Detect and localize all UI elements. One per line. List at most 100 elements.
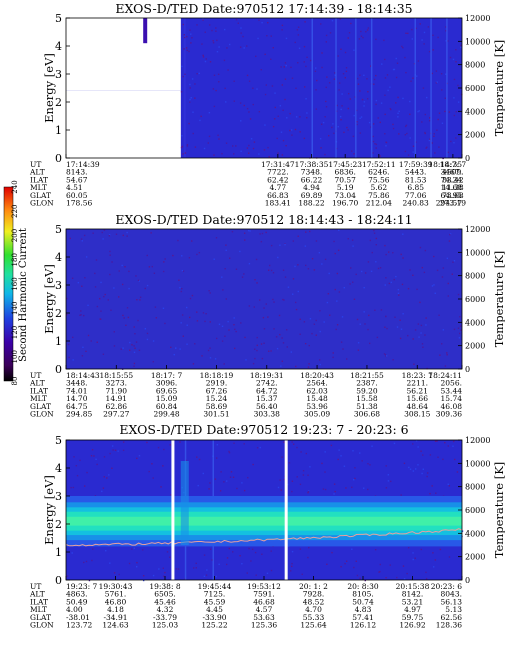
table-cell: 299.48 bbox=[153, 410, 179, 419]
table-cell: 53.21 bbox=[402, 597, 423, 606]
table-cell: 4.32 bbox=[157, 605, 174, 614]
colorbar-tick-label: 220 bbox=[11, 205, 19, 218]
table-cell: 6505. bbox=[154, 590, 175, 599]
x-tick-label: 18:14:35 bbox=[428, 160, 462, 169]
table-cell: 75.86 bbox=[368, 191, 390, 200]
data-start-edge bbox=[183, 18, 186, 158]
table-cell: 240.83 bbox=[403, 199, 429, 208]
x-tick-label: 18:21:55 bbox=[350, 371, 384, 380]
table-cell: -33.90 bbox=[202, 613, 226, 622]
colorbar-tick-label: 120 bbox=[11, 326, 19, 339]
table-cell: 64.95 bbox=[441, 191, 463, 200]
y2-tick-label: 12000 bbox=[465, 225, 490, 234]
table-row-label: GLON bbox=[30, 410, 54, 419]
table-cell: 15.58 bbox=[356, 394, 378, 403]
x-tick-label: 18:15:55 bbox=[99, 371, 133, 380]
table-row-label: MLT bbox=[30, 183, 47, 192]
x-tick-label: 18:7: 7 bbox=[440, 160, 467, 169]
table-cell: 2387. bbox=[356, 379, 377, 388]
x-tick-label: 19:23: 7 bbox=[66, 582, 98, 591]
y-tick-label: 2 bbox=[55, 518, 62, 531]
x-tick-label: 18:24:11 bbox=[428, 371, 462, 380]
y2-tick-label: 0 bbox=[465, 576, 470, 585]
table-row-label: ALT bbox=[29, 379, 45, 388]
table-cell: 14.68 bbox=[441, 183, 463, 192]
table-cell: 4.70 bbox=[305, 605, 322, 614]
table-cell: 71.90 bbox=[106, 386, 128, 395]
y-tick-label: 0 bbox=[55, 152, 62, 165]
table-cell: 56.13 bbox=[441, 597, 463, 606]
y2-tick-label: 6000 bbox=[465, 295, 485, 304]
table-cell: 2742. bbox=[256, 379, 277, 388]
x-tick-label: 17:38:35 bbox=[295, 160, 329, 169]
y-tick-label: 2 bbox=[55, 307, 62, 320]
x-tick-label: 18:20:43 bbox=[300, 371, 334, 380]
y2-axis-label: Temperature [K] bbox=[492, 251, 505, 348]
table-cell: 125.64 bbox=[300, 621, 326, 630]
y2-tick-label: 8000 bbox=[465, 61, 485, 70]
table-cell: 4.00 bbox=[66, 605, 83, 614]
table-cell: 4.77 bbox=[270, 183, 287, 192]
spectrogram-area bbox=[66, 229, 462, 369]
table-row-label: ALT bbox=[29, 168, 45, 177]
table-cell: 66.22 bbox=[301, 175, 323, 184]
table-cell: 5.19 bbox=[337, 183, 354, 192]
table-row-label: ILAT bbox=[30, 597, 48, 606]
table-cell: 53.44 bbox=[441, 386, 463, 395]
table-cell: 54.67 bbox=[66, 175, 88, 184]
table-cell: 124.63 bbox=[102, 621, 128, 630]
table-cell: 294.85 bbox=[66, 410, 92, 419]
y2-axis-label: Temperature [K] bbox=[492, 40, 505, 137]
x-tick-label: 18:14:43 bbox=[66, 371, 100, 380]
y2-tick-label: 0 bbox=[465, 154, 470, 163]
table-cell: 56.21 bbox=[407, 386, 428, 395]
y-tick-label: 2 bbox=[55, 96, 62, 109]
table-cell: 75.56 bbox=[368, 175, 390, 184]
y-tick-label: 3 bbox=[55, 68, 62, 81]
y2-tick-label: 8000 bbox=[465, 483, 485, 492]
table-cell: 62.42 bbox=[267, 175, 289, 184]
table-cell: 128.36 bbox=[436, 621, 462, 630]
panel-title: EXOS-D/TED Date:970512 17:14:39 - 18:14:… bbox=[115, 1, 412, 16]
vertical-streak bbox=[355, 18, 357, 158]
y-axis-label: Energy [eV] bbox=[42, 475, 56, 545]
colorbar-tick-label: 80 bbox=[11, 377, 19, 386]
y2-tick-label: 4000 bbox=[465, 107, 485, 116]
table-cell: 301.51 bbox=[203, 410, 229, 419]
y-tick-label: 5 bbox=[55, 434, 62, 447]
table-cell: 64.72 bbox=[256, 386, 278, 395]
colorbar-tick-label: 100 bbox=[11, 350, 19, 363]
table-row-label: UT bbox=[30, 582, 41, 591]
table-cell: 48.52 bbox=[303, 597, 325, 606]
y2-tick-label: 8000 bbox=[465, 272, 485, 281]
table-cell: 212.04 bbox=[366, 199, 392, 208]
table-cell: 51.38 bbox=[356, 402, 378, 411]
table-cell: 14.70 bbox=[66, 394, 88, 403]
table-cell: 7722. bbox=[267, 168, 288, 177]
table-row-label: ILAT bbox=[30, 386, 48, 395]
table-cell: 309.36 bbox=[436, 410, 462, 419]
panel-title: EXOS-D/TED Date:970512 19:23: 7 - 20:23:… bbox=[119, 422, 408, 437]
table-cell: 73.04 bbox=[334, 191, 356, 200]
table-row-label: ILAT bbox=[30, 175, 48, 184]
table-cell: 125.36 bbox=[251, 621, 277, 630]
table-cell: 306.68 bbox=[354, 410, 380, 419]
data-gap bbox=[171, 440, 175, 580]
panel-title: EXOS-D/TED Date:970512 18:14:43 - 18:24:… bbox=[115, 212, 412, 227]
data-gap bbox=[284, 440, 288, 580]
table-cell: 4.45 bbox=[206, 605, 223, 614]
colorbar-tick-label: 160 bbox=[11, 277, 19, 290]
table-cell: 4.18 bbox=[107, 605, 124, 614]
spectrogram-panel-3: EXOS-D/TED Date:970512 19:23: 7 - 20:23:… bbox=[29, 422, 505, 630]
x-tick-label: 18:18:19 bbox=[200, 371, 234, 380]
table-cell: 50.49 bbox=[66, 597, 88, 606]
table-row-label: UT bbox=[30, 160, 41, 169]
x-tick-label: 17:45:23 bbox=[328, 160, 362, 169]
table-cell: 308.15 bbox=[404, 410, 430, 419]
table-cell: 4509. bbox=[442, 168, 463, 177]
colorbar-gradient bbox=[3, 186, 14, 382]
table-cell: 74.01 bbox=[66, 386, 87, 395]
table-cell: 8142. bbox=[402, 590, 423, 599]
